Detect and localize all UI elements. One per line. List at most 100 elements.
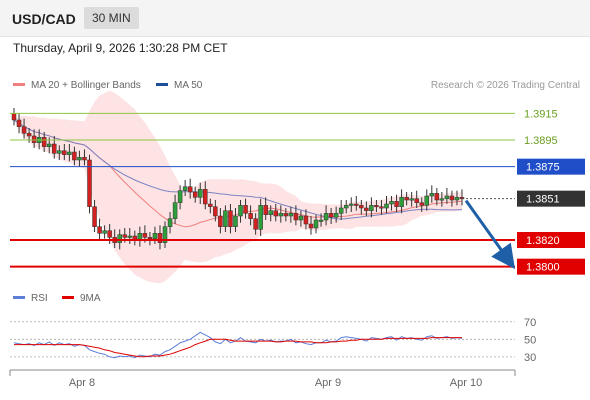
candle-body [218,215,223,227]
candle-body [349,203,354,206]
candle-body [117,234,122,243]
candle-body [444,195,450,199]
candle-body [97,226,102,234]
candle-body [228,210,233,227]
x-tick-label: Apr 8 [69,377,95,389]
candle-body [142,233,148,238]
candle-body [127,235,133,238]
rsi-tick-label: 50 [524,334,536,346]
candle-body [359,205,364,209]
candle-body [52,143,57,154]
bollinger-bands [14,90,462,284]
candle-body [273,210,279,217]
resistance-level-label: 1.3915 [524,108,558,120]
candle-body [419,202,424,206]
resistance-level-label: 1.3895 [524,135,558,147]
legend-ma20-bollinger: MA 20 + Bollinger Bands [13,80,141,91]
candle-body [203,189,208,205]
credit-text: Research © 2026 Trading Central [430,80,580,91]
candle-body [26,133,32,137]
legend-label: 9MA [80,293,101,304]
candle-body [323,213,329,221]
candle-body [21,126,27,134]
legend-swatch [156,82,168,86]
legend-label: MA 50 [174,80,203,91]
candle-body [167,218,173,227]
candle-body [409,198,414,201]
candle-body [384,203,389,209]
support-level-label: 1.3820 [526,235,560,247]
candle-body [253,218,258,230]
x-axis: Apr 8 Apr 9 Apr 10 [9,369,516,389]
symbol-title: USD/CAD [12,11,76,27]
candles [11,108,465,250]
candle-body [429,193,435,197]
candle-body [449,195,455,201]
candle-body [328,213,334,218]
legend-ma50: MA 50 [156,80,202,91]
candle-body [298,215,304,221]
header-bar: USD/CAD 30 MIN [0,0,590,37]
candle-body [439,198,445,201]
legend-swatch [13,82,25,86]
candle-body [364,207,369,211]
support-level-tag [517,258,585,275]
candle-body [354,203,359,206]
candle-body [57,150,62,154]
candle-body [107,230,112,238]
candle-body [87,159,92,207]
candle-body [379,206,384,209]
candle-body [454,197,460,201]
candle-body [172,202,178,219]
candle-body [208,203,213,207]
candle-body [213,206,218,217]
candle-body [238,205,243,217]
candle-body [77,157,82,161]
rsi-tick-label: 30 [524,352,536,364]
candle-body [197,189,203,198]
legend-label: MA 20 + Bollinger Bands [31,80,141,91]
candle-body [233,215,238,227]
candle-body [414,198,419,203]
candle-body [162,226,168,243]
legend-rsi: RSI [13,293,48,304]
candle-body [177,190,183,203]
candle-body [102,230,107,234]
candle-body [288,213,294,217]
candle-body [223,210,228,227]
rsi-tick-label: 70 [524,317,536,329]
candle-body [308,223,314,229]
candle-body [248,213,253,219]
candle-body [122,234,127,238]
levels: 1.3915 1.3895 1.3875 1.3851 1.3820 1.3800 [10,108,585,275]
candle-body [243,205,248,214]
candle-body [374,205,379,208]
candle-body [82,157,87,161]
rsi-ma9-line [14,337,462,358]
candle-body [263,205,268,215]
candle-body [399,197,404,207]
rsi-panel: 70 50 30 [10,317,536,364]
candle-body [313,219,319,229]
last-price-tag [517,190,585,207]
candle-body [394,201,399,207]
candle-body [258,205,263,230]
candle-body [318,219,324,222]
legend-swatch [13,295,25,299]
rsi-line [13,331,463,359]
candle-body [434,193,440,201]
candle-body [67,151,72,155]
candle-body [369,205,374,211]
candle-body [404,197,409,201]
pivot-level-label: 1.3875 [526,162,560,174]
support-level-tag [517,232,585,248]
pivot-level-tag [517,158,585,175]
candle-body [293,213,299,221]
legend-label: RSI [31,293,48,304]
candle-body [283,213,289,217]
timeframe-badge[interactable]: 30 MIN [84,7,139,29]
candle-body [338,207,344,214]
candle-body [187,186,193,193]
